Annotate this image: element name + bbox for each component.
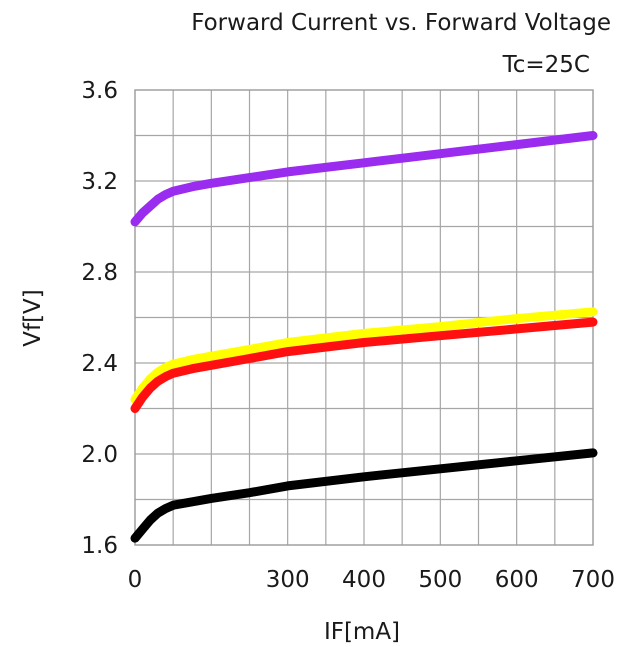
chart-title: Forward Current vs. Forward Voltage (191, 10, 611, 36)
x-axis-ticks: 0 300 400 500 600 700 (128, 567, 615, 593)
series-lines (130, 131, 598, 543)
chart-subtitle: Tc=25C (502, 52, 590, 78)
y-tick-label: 2.0 (81, 442, 118, 468)
plot-frame (134, 89, 594, 546)
y-tick-label: 2.8 (81, 260, 118, 286)
series-line-1 (130, 131, 598, 227)
x-axis-label: IF[mA] (324, 619, 400, 645)
x-tick-label: 700 (571, 567, 615, 593)
series-line-3 (130, 317, 598, 413)
y-tick-label: 3.6 (81, 78, 118, 104)
x-tick-label: 600 (495, 567, 539, 593)
y-axis-label: Vf[V] (20, 289, 46, 347)
series-line-4 (130, 448, 598, 543)
x-tick-label: 300 (266, 567, 310, 593)
series-line-2 (130, 307, 598, 404)
x-tick-label: 0 (128, 567, 143, 593)
x-tick-label: 500 (418, 567, 462, 593)
x-tick-label: 400 (342, 567, 386, 593)
y-tick-label: 1.6 (81, 533, 118, 559)
y-axis-ticks: 1.6 2.0 2.4 2.8 3.2 3.6 (81, 78, 118, 559)
y-tick-label: 2.4 (81, 351, 118, 377)
y-tick-label: 3.2 (81, 169, 118, 195)
